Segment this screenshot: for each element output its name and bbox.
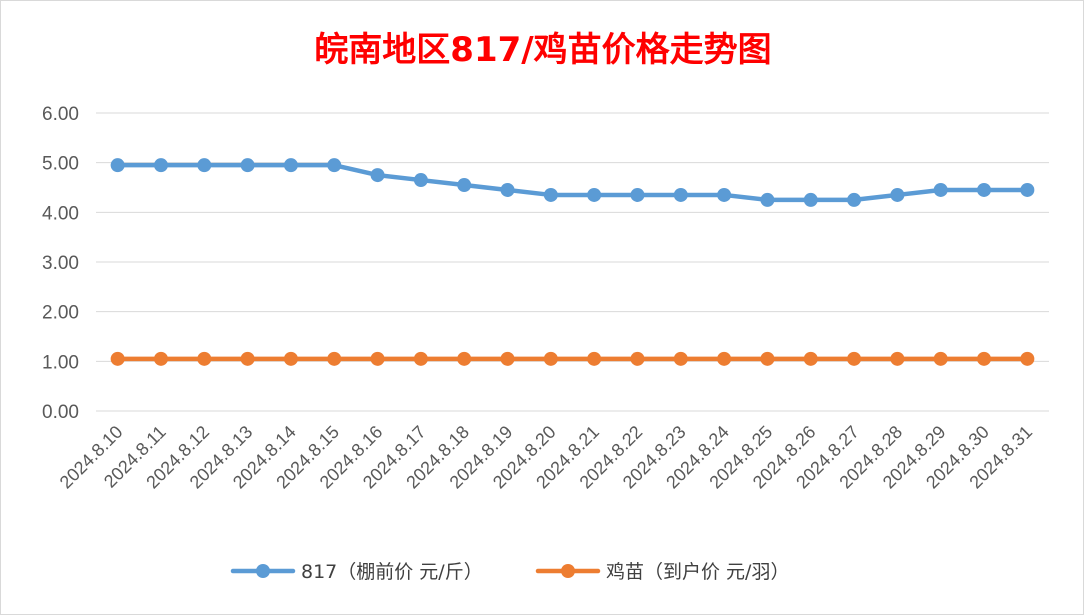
data-point — [760, 192, 775, 207]
data-point — [197, 351, 212, 366]
y-tick-label: 3.00 — [42, 253, 79, 274]
data-point — [283, 158, 298, 173]
y-axis: 0.00 1.00 2.00 3.00 4.00 5.00 6.00 — [42, 104, 79, 423]
series-1 — [110, 351, 1035, 366]
data-point — [413, 173, 428, 188]
data-point — [327, 158, 342, 173]
data-point — [933, 351, 948, 366]
data-point — [543, 187, 558, 202]
data-point — [1020, 351, 1035, 366]
data-point — [110, 351, 125, 366]
data-point — [153, 158, 168, 173]
data-point — [543, 351, 558, 366]
data-point — [803, 351, 818, 366]
data-point — [717, 351, 732, 366]
y-tick-label: 5.00 — [42, 154, 79, 175]
data-point — [153, 351, 168, 366]
data-point — [933, 182, 948, 197]
data-point — [110, 158, 125, 173]
data-point — [630, 187, 645, 202]
data-point — [500, 351, 515, 366]
series-line — [115, 162, 1030, 203]
data-point — [240, 351, 255, 366]
data-point — [847, 351, 862, 366]
data-point — [977, 351, 992, 366]
legend: 817（棚前价 元/斤） 鸡苗（到户价 元/羽） — [230, 561, 789, 583]
legend-marker — [561, 564, 575, 578]
data-point — [370, 351, 385, 366]
legend-item: 鸡苗（到户价 元/羽） — [535, 561, 789, 583]
data-point — [977, 182, 992, 197]
data-point — [630, 351, 645, 366]
data-point — [587, 187, 602, 202]
data-point — [890, 187, 905, 202]
data-point — [890, 351, 905, 366]
data-point — [717, 187, 732, 202]
legend-item: 817（棚前价 元/斤） — [230, 561, 483, 583]
chart-title: 皖南地区817/鸡苗价格走势图 — [314, 30, 771, 70]
y-tick-label: 2.00 — [42, 303, 79, 324]
data-point — [413, 351, 428, 366]
data-point — [197, 158, 212, 173]
data-point — [370, 168, 385, 183]
data-point — [240, 158, 255, 173]
data-point — [457, 351, 472, 366]
x-axis: 2024.8.102024.8.112024.8.122024.8.132024… — [56, 422, 1036, 493]
data-point — [587, 351, 602, 366]
y-tick-label: 1.00 — [42, 352, 79, 373]
series-0 — [110, 158, 1035, 207]
data-point — [803, 192, 818, 207]
data-point — [673, 351, 688, 366]
series-layer — [110, 158, 1035, 366]
data-point — [457, 178, 472, 193]
grid-lines — [96, 112, 1049, 412]
data-point — [673, 187, 688, 202]
data-point — [760, 351, 775, 366]
data-point — [500, 182, 515, 197]
data-point — [1020, 182, 1035, 197]
legend-label: 817（棚前价 元/斤） — [301, 561, 483, 583]
y-tick-label: 0.00 — [42, 402, 79, 423]
legend-label: 鸡苗（到户价 元/羽） — [606, 561, 789, 583]
data-point — [327, 351, 342, 366]
data-point — [283, 351, 298, 366]
y-tick-label: 4.00 — [42, 203, 79, 224]
y-tick-label: 6.00 — [42, 104, 79, 125]
data-point — [847, 192, 862, 207]
legend-marker — [256, 564, 270, 578]
